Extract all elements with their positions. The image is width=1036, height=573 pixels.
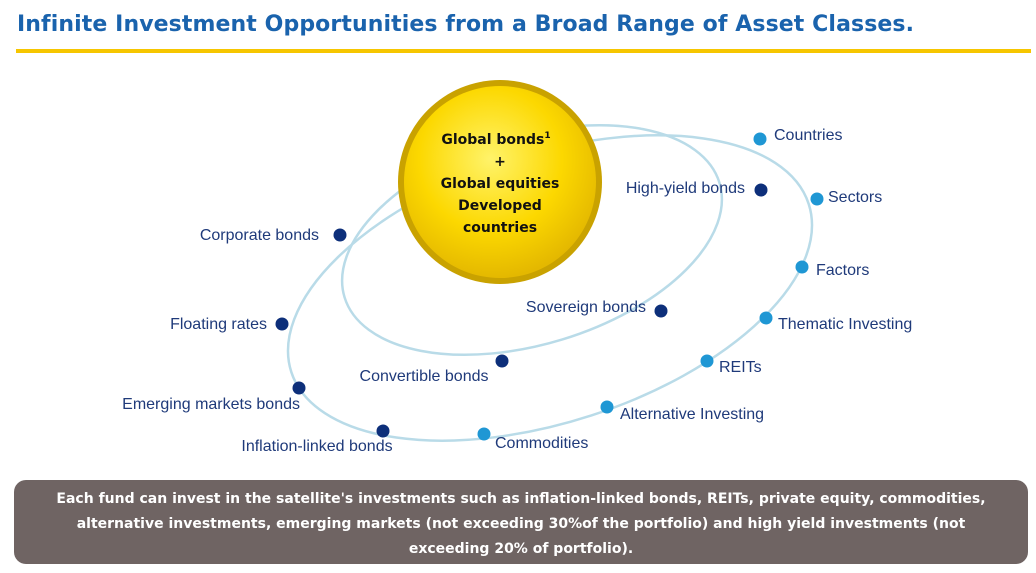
inner-dot [292, 381, 306, 395]
inner-item-high-yield: High-yield bonds [626, 180, 768, 197]
outer-label: Sectors [828, 189, 882, 206]
outer-label: REITs [719, 359, 762, 376]
center-line-1: Global bonds [441, 132, 544, 148]
inner-item-convertible: Convertible bonds [360, 354, 509, 385]
outer-label: Countries [774, 127, 842, 144]
inner-label: High-yield bonds [626, 180, 745, 197]
inner-item-sovereign: Sovereign bonds [526, 299, 668, 318]
outer-dot [700, 354, 714, 368]
inner-item-floating: Floating rates [170, 316, 289, 333]
center-line-3: Global equities [441, 176, 560, 192]
inner-dot [333, 228, 347, 242]
center-line-5: countries [463, 220, 537, 236]
inner-label: Emerging markets bonds [122, 396, 300, 413]
page-title: Infinite Investment Opportunities from a… [17, 12, 915, 37]
inner-label: Inflation-linked bonds [241, 438, 392, 455]
outer-dot [810, 192, 824, 206]
inner-item-corporate: Corporate bonds [200, 227, 347, 244]
inner-item-emerging: Emerging markets bonds [122, 381, 306, 413]
inner-dot [376, 424, 390, 438]
title-underline [16, 49, 1031, 53]
outer-item-sectors: Sectors [810, 189, 882, 206]
outer-item-thematic: Thematic Investing [759, 311, 912, 333]
inner-label: Convertible bonds [360, 368, 489, 385]
inner-item-inflation: Inflation-linked bonds [241, 424, 393, 455]
outer-label: Factors [816, 262, 869, 279]
outer-label: Thematic Investing [778, 316, 912, 333]
outer-item-countries: Countries [753, 127, 842, 146]
inner-dot [654, 304, 668, 318]
inner-dot [754, 183, 768, 197]
inner-label: Floating rates [170, 316, 267, 333]
footnote-marker: 1 [544, 131, 550, 141]
inner-dot [495, 354, 509, 368]
outer-dot [795, 260, 809, 274]
outer-item-commodities: Commodities [477, 427, 588, 452]
outer-item-reits: REITs [700, 354, 762, 376]
outer-item-alternative: Alternative Investing [600, 400, 764, 423]
outer-item-factors: Factors [795, 260, 869, 279]
inner-label: Corporate bonds [200, 227, 319, 244]
outer-label: Commodities [495, 435, 588, 452]
asset-class-diagram: Global bonds1 + Global equities Develope… [122, 80, 912, 455]
center-line-2: + [494, 154, 506, 170]
footnote-box: Each fund can invest in the satellite's … [14, 480, 1028, 564]
outer-dot [477, 427, 491, 441]
outer-dot [753, 132, 767, 146]
center-line-4: Developed [458, 198, 542, 214]
outer-dot [759, 311, 773, 325]
inner-dot [275, 317, 289, 331]
inner-label: Sovereign bonds [526, 299, 646, 316]
outer-dot [600, 400, 614, 414]
center-circle [404, 86, 596, 278]
outer-label: Alternative Investing [620, 406, 764, 423]
center-label: Global bonds1 [441, 131, 550, 148]
